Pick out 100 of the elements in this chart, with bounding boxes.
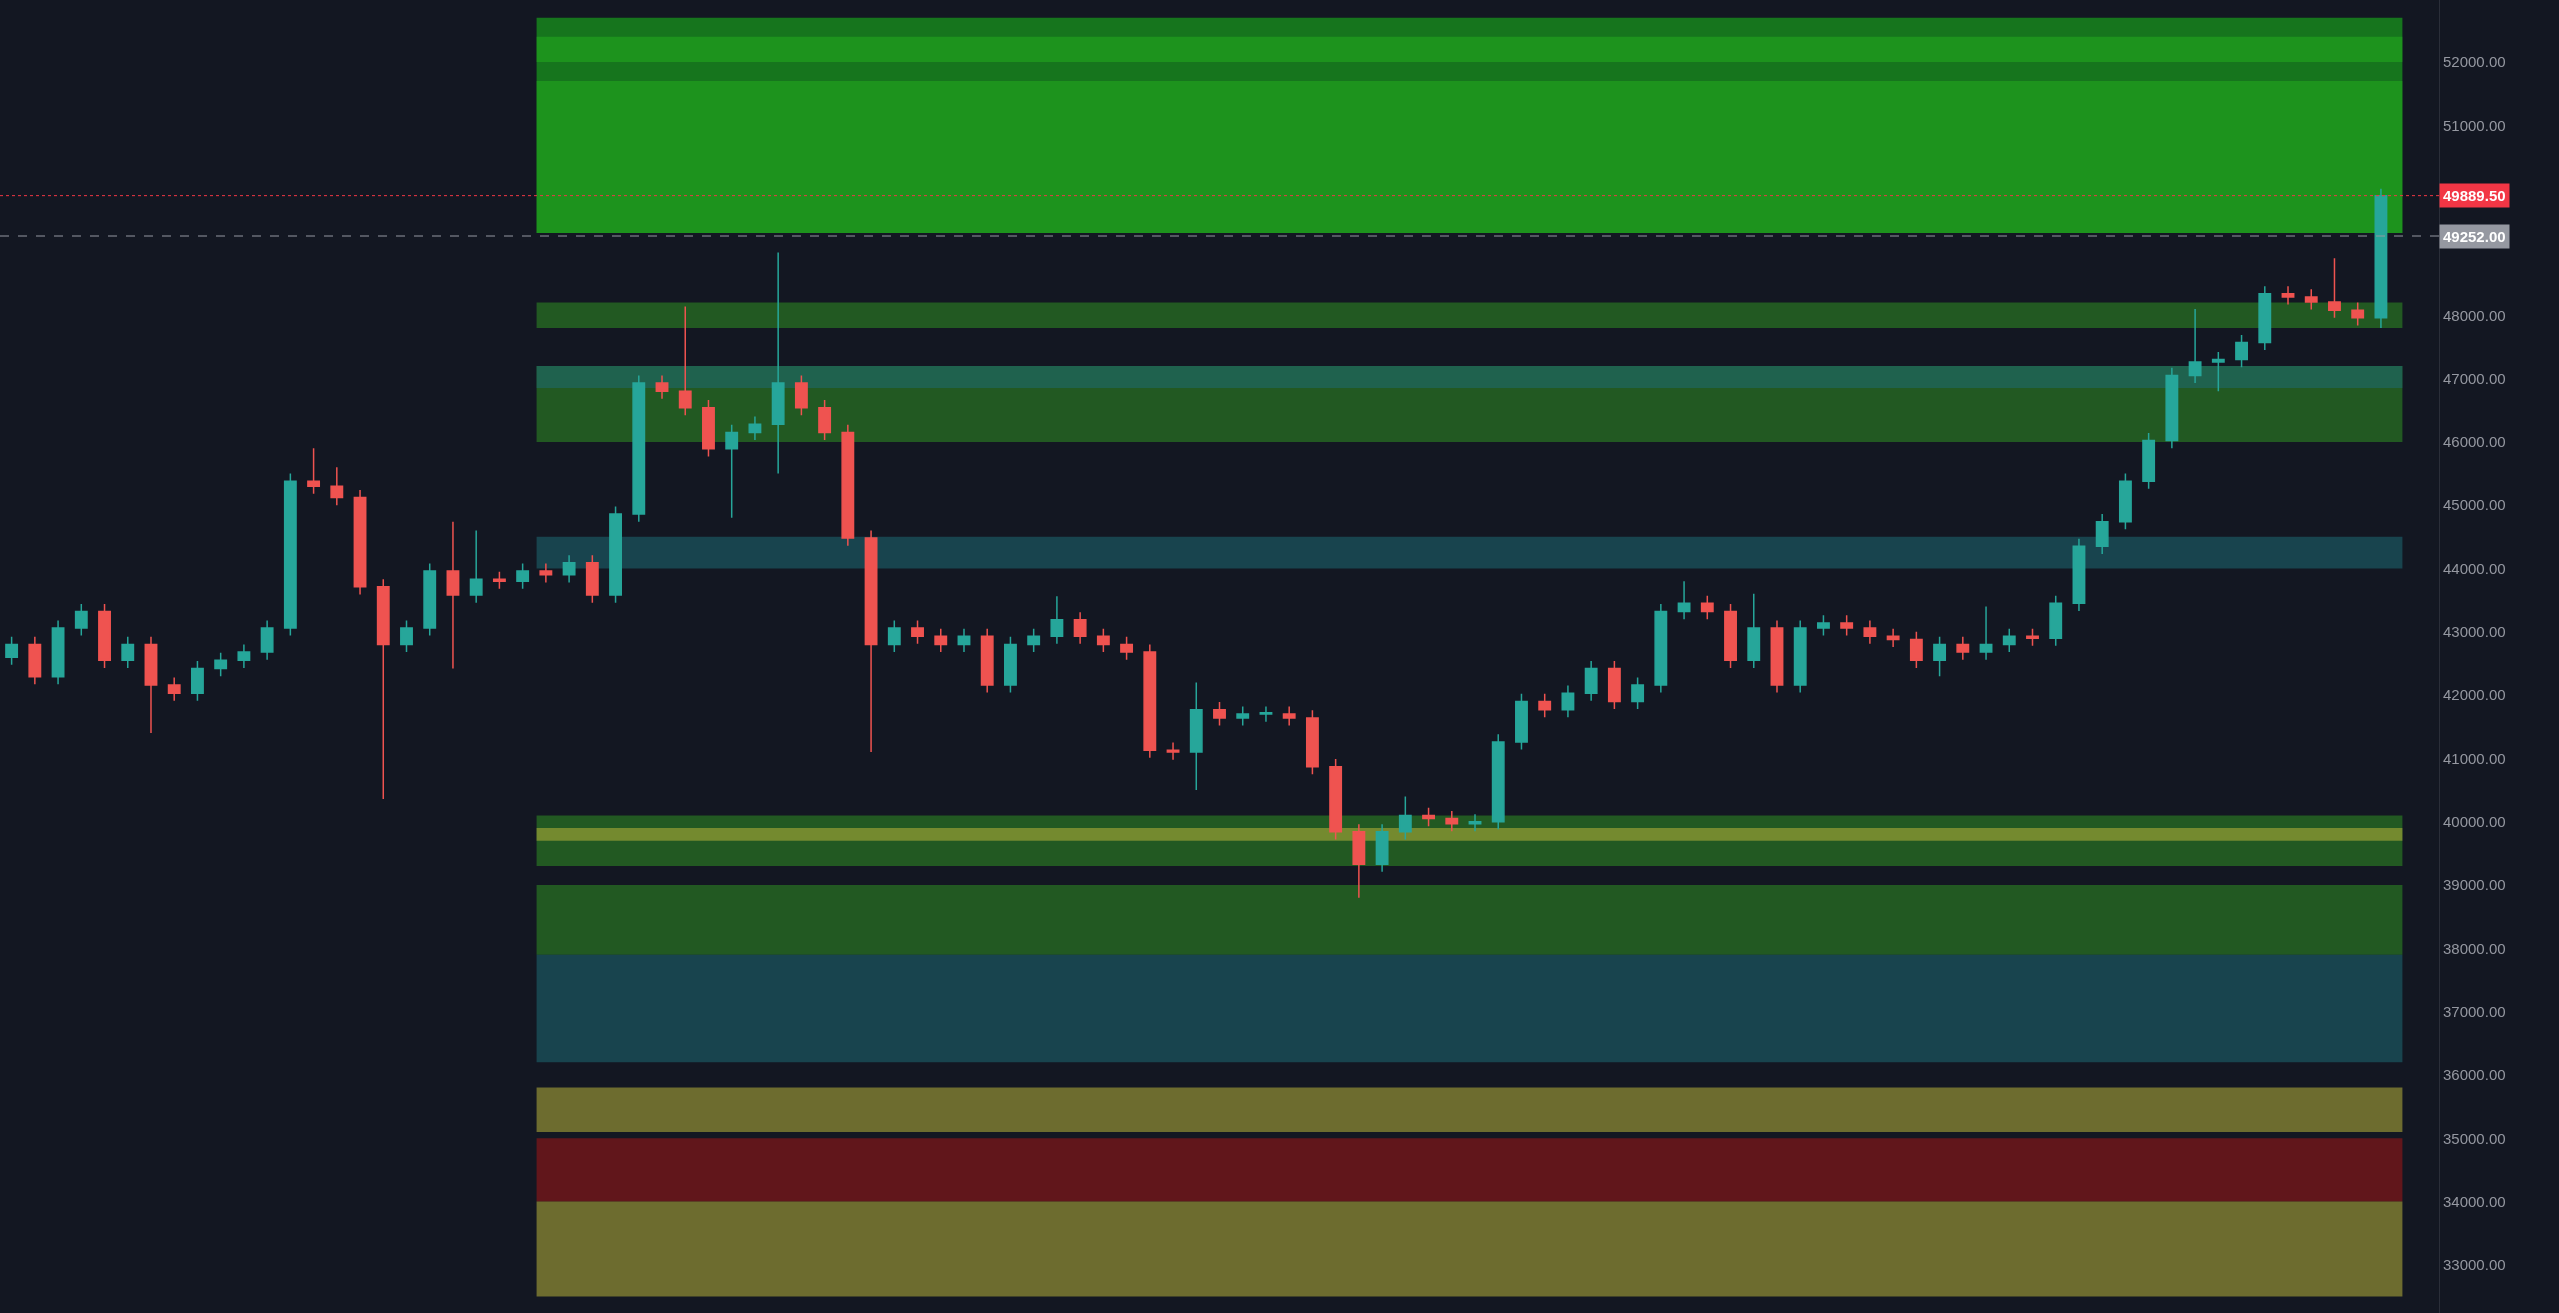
candlestick: [1584, 660, 1598, 702]
candlestick: [2235, 334, 2248, 368]
y-tick-label: 37000.00: [2443, 1002, 2506, 1020]
candlestick: [562, 554, 576, 584]
candlestick: [98, 603, 111, 669]
candlestick: [771, 251, 785, 475]
candlestick: [725, 424, 739, 519]
candlestick: [911, 619, 924, 645]
candlestick: [678, 305, 692, 417]
candlestick: [1747, 593, 1761, 669]
y-tick-label: 47000.00: [2443, 369, 2506, 387]
candlestick: [2328, 257, 2341, 319]
candlestick: [1863, 619, 1877, 645]
candlestick: [934, 627, 948, 653]
candlestick: [887, 619, 901, 653]
candlestick: [748, 415, 762, 441]
candlestick: [1770, 619, 1784, 694]
candlestick: [237, 643, 251, 669]
candlestick: [1213, 701, 1226, 727]
candlestick: [2304, 288, 2318, 311]
candlestick: [2188, 308, 2202, 384]
candlestick: [121, 636, 135, 669]
candlestick: [167, 676, 181, 702]
candlestick: [841, 424, 855, 547]
candlestick: [376, 578, 390, 800]
y-tick-label: 42000.00: [2443, 686, 2506, 704]
candlestick: [2049, 594, 2063, 647]
candlestick: [1956, 636, 1970, 661]
candlestick: [283, 472, 297, 637]
candlestick: [1840, 614, 1854, 637]
candlestick: [864, 529, 878, 753]
candlestick: [2374, 187, 2388, 329]
y-tick-label: 45000.00: [2443, 496, 2506, 514]
candlestick: [330, 466, 344, 506]
candlestick: [2258, 285, 2272, 351]
candlestick: [2165, 367, 2179, 449]
candlestick: [1607, 660, 1621, 710]
y-tick-label: 41000.00: [2443, 749, 2506, 767]
candlestick: [632, 374, 646, 523]
candlestick: [1933, 636, 1947, 677]
candlestick: [1166, 741, 1180, 761]
candlestick: [2281, 285, 2295, 306]
candlestick: [1886, 627, 1900, 648]
candlestick: [1282, 705, 1296, 727]
candlestick: [51, 619, 65, 686]
candlestick: [2026, 627, 2039, 647]
candlestick: [1817, 614, 1830, 637]
y-tick-label: 34000.00: [2443, 1192, 2506, 1210]
y-tick-label: 48000.00: [2443, 306, 2506, 324]
candlestick: [1468, 813, 1482, 832]
y-tick-label: 38000.00: [2443, 939, 2506, 957]
candlestick: [702, 399, 715, 458]
candlestick: [957, 627, 971, 653]
y-tick-label: 52000.00: [2443, 53, 2506, 71]
candlestick: [1375, 823, 1389, 873]
y-tick-label: 51000.00: [2443, 116, 2506, 134]
y-tick-label: 39000.00: [2443, 876, 2506, 894]
candlestick: [818, 399, 832, 441]
candlestick: [1352, 823, 1366, 899]
candlestick: [144, 636, 158, 734]
y-tick-label: 44000.00: [2443, 559, 2506, 577]
candlestick: [400, 619, 413, 653]
candlestick: [260, 619, 274, 661]
candlestick: [423, 562, 437, 637]
candlestick: [609, 505, 622, 604]
candlestick: [1538, 693, 1552, 719]
candlestick: [28, 636, 42, 686]
candlestick: [516, 562, 530, 590]
candlestick: [1445, 810, 1459, 832]
candlestick: [1004, 636, 1017, 694]
candlestick: [1189, 681, 1203, 791]
candlestick: [353, 489, 367, 596]
candlestick: [191, 660, 204, 702]
y-tick-label: 43000.00: [2443, 623, 2506, 641]
y-tick-label: 40000.00: [2443, 812, 2506, 830]
candlestick: [1259, 705, 1273, 723]
candlestick: [1700, 594, 1714, 620]
y-tick-label: 33000.00: [2443, 1256, 2506, 1274]
candlestick: [1143, 643, 1157, 759]
ref-line-label: 49252.00: [2443, 228, 2506, 245]
candlestick: [1398, 795, 1412, 841]
candlestick: [214, 651, 228, 677]
candlestick: [1515, 693, 1528, 751]
y-tick-label: 36000.00: [2443, 1066, 2506, 1084]
candlestick: [1050, 595, 1064, 645]
candlestick: [5, 636, 19, 666]
candlestick: [1677, 580, 1691, 620]
candlestick: [1027, 627, 1041, 653]
candlestick: [1236, 705, 1250, 727]
candlestick: [2142, 432, 2156, 490]
candlestick: [2072, 538, 2086, 612]
ref-line-label: 49889.50: [2443, 187, 2506, 204]
candlestick: [1305, 709, 1319, 775]
candlestick: [1096, 627, 1110, 653]
candlestick: [74, 603, 88, 637]
candlestick: [469, 529, 483, 604]
candlestick: [1491, 733, 1505, 831]
candlestick: [446, 520, 460, 670]
candlestick: [1724, 603, 1737, 669]
candlestick: [1120, 636, 1134, 661]
